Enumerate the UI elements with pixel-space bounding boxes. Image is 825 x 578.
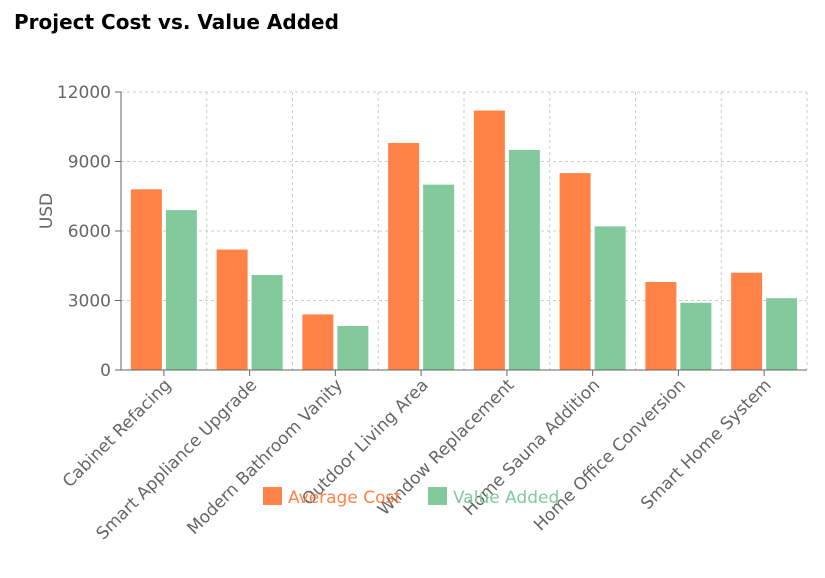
bar-average-cost[interactable] xyxy=(559,173,591,370)
x-tick-label: Home Office Conversion xyxy=(530,375,690,535)
chart-title: Project Cost vs. Value Added xyxy=(14,10,339,34)
y-tick-label: 0 xyxy=(100,361,111,381)
bar-value-added[interactable] xyxy=(165,210,197,370)
bar-value-added[interactable] xyxy=(337,325,369,370)
bar-value-added[interactable] xyxy=(594,226,626,370)
bar-value-added[interactable] xyxy=(766,298,798,370)
legend-label: Average Cost xyxy=(288,488,401,508)
bars-layer xyxy=(130,110,798,371)
x-tick-label: Smart Appliance Upgrade xyxy=(92,375,261,544)
x-tick-label: Modern Bathroom Vanity xyxy=(184,375,347,538)
bar-value-added[interactable] xyxy=(423,184,455,370)
bar-value-added[interactable] xyxy=(251,275,283,370)
legend-item[interactable]: Value Added xyxy=(428,487,559,508)
bar-average-cost[interactable] xyxy=(645,281,677,370)
legend[interactable]: Average Cost Value Added xyxy=(263,487,559,508)
legend-swatch xyxy=(428,487,447,505)
y-tick-label: 3000 xyxy=(68,292,111,312)
bar-value-added[interactable] xyxy=(508,149,540,370)
legend-swatch xyxy=(263,487,282,505)
bar-average-cost[interactable] xyxy=(216,249,248,370)
bar-average-cost[interactable] xyxy=(302,314,334,370)
bar-average-cost[interactable] xyxy=(388,142,420,370)
y-tick-label: 6000 xyxy=(68,222,111,242)
bar-average-cost[interactable] xyxy=(473,110,505,371)
bar-average-cost[interactable] xyxy=(731,272,763,370)
y-tick-label: 9000 xyxy=(68,153,111,173)
legend-label: Value Added xyxy=(453,488,559,508)
legend-item[interactable]: Average Cost xyxy=(263,487,401,508)
bar-value-added[interactable] xyxy=(680,302,712,370)
axes-layer: 0 3000 6000 9000 12000 xyxy=(57,83,807,381)
y-tick-label: 12000 xyxy=(57,83,111,103)
y-axis-title: USD xyxy=(37,193,57,229)
bar-average-cost[interactable] xyxy=(130,189,162,370)
